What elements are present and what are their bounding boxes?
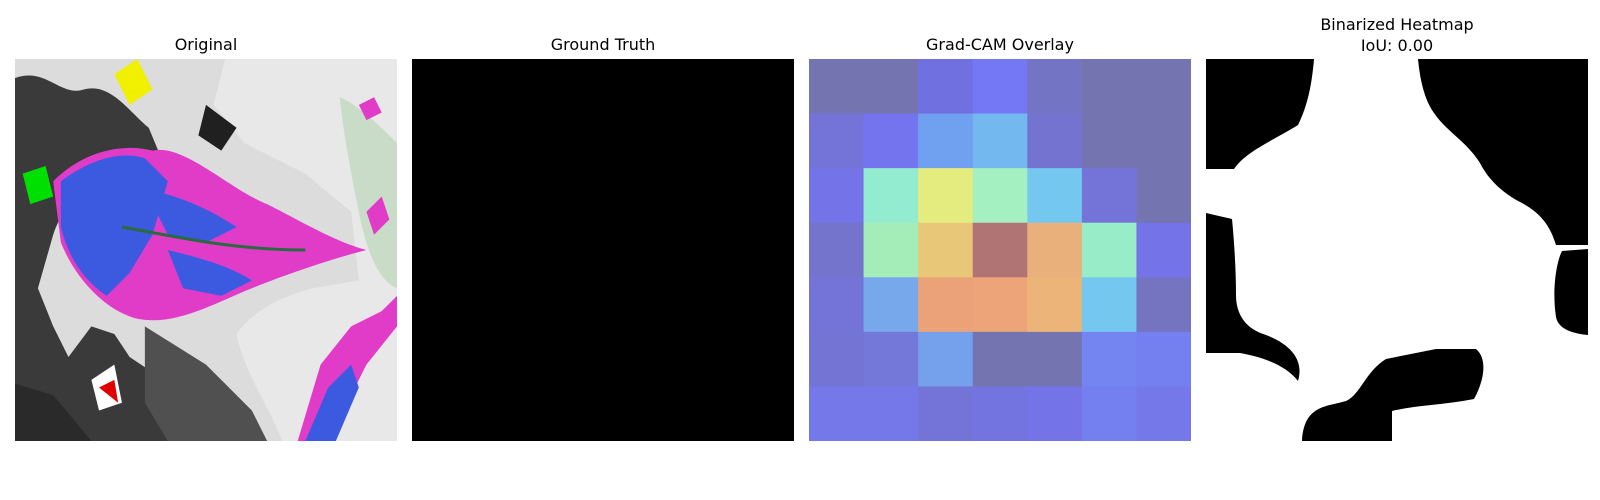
panel-ground-truth: Ground Truth: [412, 0, 794, 500]
panel-title: Ground Truth: [550, 35, 656, 54]
panel-original: Original: [15, 0, 397, 500]
heatmap-cell: [1027, 277, 1083, 333]
binarized-foreground-region: [1206, 59, 1588, 441]
panel-gradcam-overlay: Grad-CAM Overlay: [809, 0, 1191, 500]
heatmap-cell: [972, 386, 1028, 441]
heatmap-cell: [972, 59, 1028, 115]
heatmap-cell: [863, 277, 919, 333]
panel-title: Original: [174, 35, 238, 54]
ground-truth-mask: [412, 59, 794, 441]
panel-title: Grad-CAM Overlay: [926, 35, 1074, 54]
heatmap-cell: [1027, 386, 1083, 441]
heatmap-cell: [1081, 277, 1138, 333]
heatmap-cell: [809, 168, 865, 224]
heatmap-cell: [972, 222, 1028, 278]
heatmap-cell: [1027, 331, 1083, 388]
heatmap-cell: [1136, 168, 1191, 224]
heatmap-cell: [1027, 222, 1083, 278]
heatmap-cell: [1027, 59, 1083, 115]
heatmap-cell: [972, 331, 1028, 388]
heatmap-cell: [809, 331, 865, 388]
heatmap-cell: [918, 222, 974, 278]
heatmap-cell: [1136, 59, 1191, 115]
heatmap-cell: [863, 113, 919, 169]
heatmap-cell: [918, 59, 974, 115]
binarized-heatmap-mask: [1206, 59, 1588, 441]
heatmap-cell: [1136, 222, 1191, 278]
heatmap-cell: [918, 113, 974, 169]
heatmap-cell: [972, 113, 1028, 169]
heatmap-cell: [863, 59, 919, 115]
heatmap-cell: [918, 386, 974, 441]
original-leaf-image: [15, 59, 397, 441]
heatmap-cell: [1136, 113, 1191, 169]
heatmap-cell: [1027, 113, 1083, 169]
heatmap-cell: [1136, 331, 1191, 388]
ground-truth-fill: [412, 59, 794, 441]
heatmap-cell: [863, 386, 919, 441]
heatmap-cell: [1136, 386, 1191, 441]
iou-label: IoU: 0.00: [1360, 36, 1434, 55]
heatmap-cell: [1081, 222, 1138, 278]
heatmap-cell: [1081, 331, 1138, 388]
heatmap-cell: [1081, 59, 1138, 115]
heatmap-cell: [1136, 277, 1191, 333]
heatmap-cell: [809, 222, 865, 278]
heatmap-cell: [1081, 168, 1138, 224]
heatmap-cell: [809, 59, 865, 115]
heatmap-cell: [809, 277, 865, 333]
heatmap-cell: [863, 168, 919, 224]
heatmap-cell: [1081, 113, 1138, 169]
heatmap-cell: [972, 168, 1028, 224]
heatmap-cell: [918, 168, 974, 224]
heatmap-cell: [1027, 168, 1083, 224]
heatmap-cell: [809, 386, 865, 441]
panel-binarized-heatmap: Binarized Heatmap IoU: 0.00: [1206, 0, 1588, 500]
panel-title: Binarized Heatmap: [1320, 15, 1474, 34]
gradcam-heatmap-grid: [809, 59, 1191, 441]
heatmap-cell: [1081, 386, 1138, 441]
heatmap-cell: [918, 277, 974, 333]
heatmap-cell: [918, 331, 974, 388]
heatmap-cell: [972, 277, 1028, 333]
heatmap-cell: [809, 113, 865, 169]
heatmap-cell: [863, 331, 919, 388]
heatmap-cell: [863, 222, 919, 278]
